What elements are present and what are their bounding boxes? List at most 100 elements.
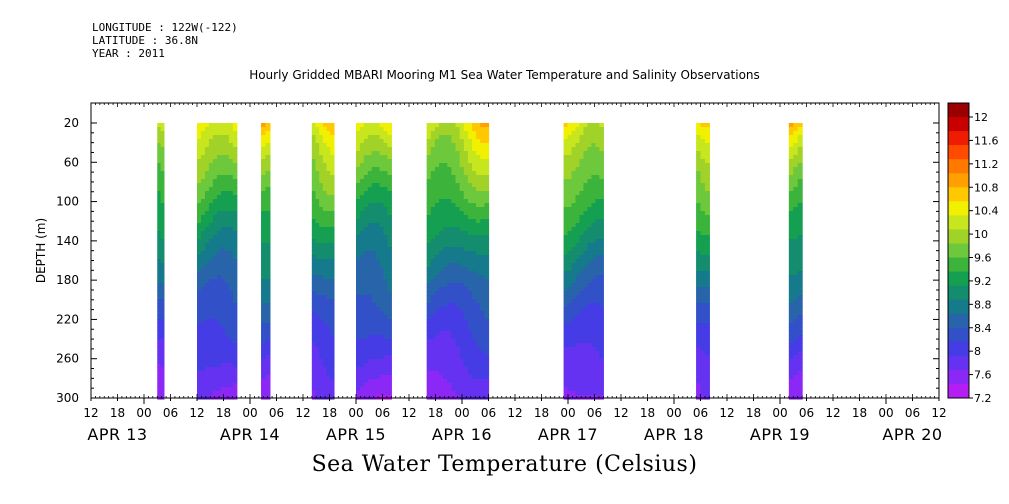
- temperature-cell: [430, 319, 436, 324]
- temperature-cell: [439, 155, 444, 160]
- temperature-cell: [200, 171, 206, 176]
- temperature-cell: [326, 139, 331, 144]
- temperature-cell: [480, 383, 485, 388]
- temperature-cell: [472, 367, 477, 372]
- temperature-cell: [232, 195, 238, 200]
- temperature-cell: [472, 271, 477, 276]
- temperature-cell: [216, 275, 222, 280]
- temperature-cell: [439, 135, 444, 140]
- temperature-cell: [467, 367, 473, 372]
- temperature-cell: [704, 307, 710, 312]
- temperature-cell: [443, 291, 448, 296]
- temperature-cell: [311, 271, 317, 276]
- temperature-cell: [220, 339, 226, 344]
- temperature-cell: [200, 363, 206, 368]
- temperature-cell: [583, 371, 589, 376]
- temperature-cell: [599, 179, 604, 184]
- temperature-cell: [793, 235, 799, 240]
- temperature-cell: [261, 243, 267, 248]
- temperature-cell: [455, 191, 461, 196]
- temperature-cell: [788, 167, 794, 172]
- temperature-cell: [567, 123, 573, 128]
- temperature-cell: [484, 279, 490, 284]
- colorbar-swatch: [948, 313, 969, 329]
- temperature-cell: [379, 395, 385, 400]
- temperature-cell: [591, 323, 596, 328]
- temperature-cell: [563, 355, 569, 360]
- temperature-cell: [599, 315, 604, 320]
- temperature-cell: [459, 171, 465, 176]
- temperature-cell: [359, 295, 365, 300]
- temperature-cell: [793, 219, 799, 224]
- temperature-cell: [571, 215, 577, 220]
- temperature-cell: [224, 131, 230, 136]
- temperature-cell: [216, 199, 222, 204]
- temperature-cell: [383, 359, 389, 364]
- temperature-cell: [439, 247, 444, 252]
- temperature-cell: [426, 395, 432, 400]
- temperature-cell: [224, 171, 230, 176]
- temperature-cell: [197, 247, 202, 252]
- temperature-cell: [197, 187, 202, 192]
- temperature-cell: [472, 343, 477, 348]
- temperature-cell: [591, 131, 596, 136]
- temperature-cell: [467, 139, 473, 144]
- temperature-cell: [212, 191, 218, 196]
- temperature-cell: [326, 155, 331, 160]
- temperature-cell: [571, 375, 577, 380]
- temperature-cell: [571, 251, 577, 256]
- temperature-cell: [704, 319, 710, 324]
- temperature-cell: [472, 199, 477, 204]
- temperature-cell: [567, 395, 573, 400]
- temperature-cell: [208, 287, 214, 292]
- temperature-cell: [599, 211, 604, 216]
- temperature-cell: [567, 323, 573, 328]
- temperature-cell: [700, 199, 706, 204]
- temperature-cell: [579, 291, 585, 296]
- temperature-cell: [311, 283, 317, 288]
- temperature-cell: [322, 351, 328, 356]
- temperature-cell: [591, 183, 596, 188]
- temperature-cell: [326, 147, 331, 152]
- temperature-cell: [480, 271, 485, 276]
- temperature-cell: [480, 347, 485, 352]
- temperature-cell: [571, 227, 577, 232]
- temperature-cell: [160, 183, 165, 188]
- temperature-cell: [591, 387, 596, 392]
- temperature-cell: [595, 199, 600, 204]
- temperature-cell: [484, 151, 490, 156]
- temperature-cell: [579, 231, 585, 236]
- temperature-cell: [583, 351, 589, 356]
- temperature-cell: [463, 383, 469, 388]
- temperature-cell: [261, 159, 267, 164]
- temperature-cell: [371, 143, 377, 148]
- temperature-cell: [220, 383, 226, 388]
- temperature-cell: [311, 367, 317, 372]
- temperature-cell: [484, 219, 490, 224]
- temperature-cell: [367, 379, 373, 384]
- temperature-cell: [359, 151, 365, 156]
- temperature-cell: [484, 331, 490, 336]
- temperature-cell: [387, 203, 392, 208]
- temperature-cell: [696, 367, 702, 372]
- temperature-cell: [443, 147, 448, 152]
- temperature-cell: [451, 147, 457, 152]
- temperature-cell: [204, 143, 210, 148]
- temperature-cell: [322, 371, 328, 376]
- temperature-cell: [563, 167, 569, 172]
- temperature-cell: [261, 287, 267, 292]
- temperature-cell: [359, 355, 365, 360]
- temperature-cell: [700, 151, 706, 156]
- temperature-cell: [704, 255, 710, 260]
- temperature-cell: [315, 315, 320, 320]
- temperature-cell: [220, 123, 226, 128]
- temperature-cell: [472, 295, 477, 300]
- temperature-cell: [265, 391, 271, 396]
- temperature-cell: [311, 359, 317, 364]
- temperature-cell: [459, 283, 465, 288]
- temperature-cell: [160, 215, 165, 220]
- temperature-cell: [208, 295, 214, 300]
- temperature-cell: [797, 127, 803, 132]
- temperature-cell: [583, 323, 589, 328]
- temperature-cell: [315, 167, 320, 172]
